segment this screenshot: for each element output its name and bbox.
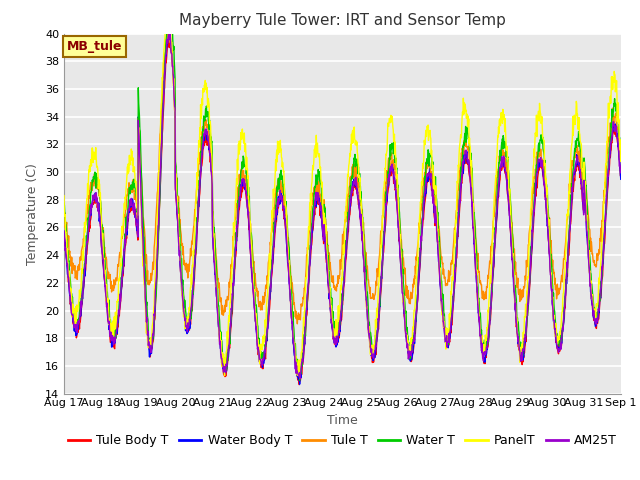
AM25T [429,194,437,200]
Tule Body T [429,200,437,205]
Water Body T [502,169,510,175]
Tule T [429,180,437,186]
Y-axis label: Temperature (C): Temperature (C) [26,163,39,264]
PanelT [221,373,228,379]
PanelT [247,234,255,240]
Tule T [502,167,510,173]
Title: Mayberry Tule Tower: IRT and Sensor Temp: Mayberry Tule Tower: IRT and Sensor Temp [179,13,506,28]
Water T [184,322,192,328]
Tule Body T [502,175,510,180]
Water T [171,68,179,74]
Water Body T [617,177,625,182]
Water Body T [552,332,559,338]
Line: Tule T: Tule T [64,34,621,324]
Water Body T [429,200,437,205]
Water T [296,377,303,383]
AM25T [502,170,510,176]
Tule Body T [552,331,559,336]
Tule T [60,213,68,218]
PanelT [60,193,68,199]
Water T [164,17,172,23]
Tule T [184,261,192,267]
Line: Water T: Water T [64,20,621,380]
Tule T [171,90,179,96]
PanelT [429,173,437,179]
PanelT [502,147,510,153]
Tule Body T [246,251,254,256]
AM25T [552,331,559,336]
AM25T [246,248,254,254]
Tule T [294,321,301,327]
PanelT [184,320,192,326]
Line: PanelT: PanelT [64,20,621,376]
Water T [60,200,68,206]
Tule T [246,221,254,227]
Tule T [617,150,625,156]
Tule Body T [164,37,172,43]
Water Body T [184,329,192,335]
Tule T [164,31,172,37]
AM25T [165,30,173,36]
PanelT [171,108,179,114]
AM25T [184,324,192,330]
Water T [246,228,254,234]
X-axis label: Time: Time [327,414,358,427]
Water T [552,319,559,324]
Tule Body T [617,173,625,179]
Water Body T [60,228,68,234]
Text: MB_tule: MB_tule [67,40,122,53]
AM25T [617,170,625,176]
Tule Body T [60,230,68,236]
Tule Body T [296,382,303,387]
Legend: Tule Body T, Water Body T, Tule T, Water T, PanelT, AM25T: Tule Body T, Water Body T, Tule T, Water… [63,429,622,452]
Line: Tule Body T: Tule Body T [64,40,621,384]
Water Body T [246,247,254,253]
Water T [429,176,437,181]
Water Body T [164,28,172,34]
PanelT [617,157,625,163]
PanelT [552,334,559,339]
Line: Water Body T: Water Body T [64,31,621,384]
Water T [502,154,510,160]
Tule Body T [171,108,179,113]
Line: AM25T: AM25T [64,33,621,379]
Water T [617,147,625,153]
Water Body T [296,381,303,387]
AM25T [296,376,304,382]
AM25T [171,104,179,109]
AM25T [60,228,68,234]
Tule T [552,287,559,292]
Tule Body T [184,326,192,332]
Water Body T [171,98,179,104]
PanelT [163,17,170,23]
